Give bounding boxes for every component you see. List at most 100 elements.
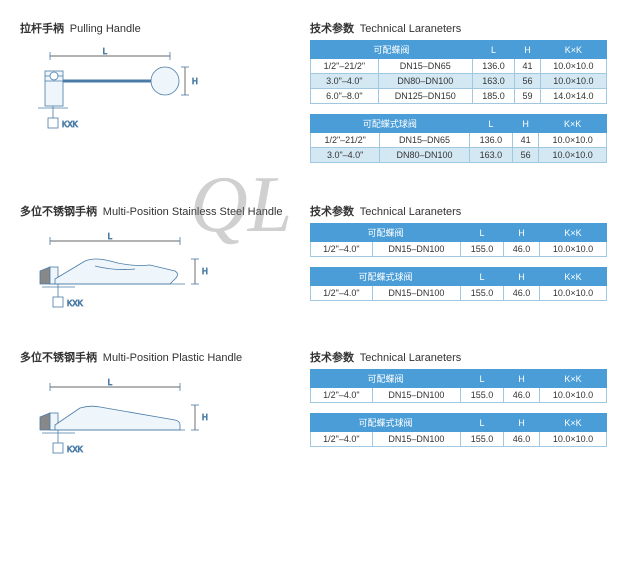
- table-cell: 3.0"–4.0": [311, 74, 379, 89]
- param-title: 技术参数 Technical Laraneters: [310, 203, 607, 219]
- table-cell: 1/2"–4.0": [311, 432, 373, 447]
- table-cell: 46.0: [503, 388, 539, 403]
- spec-table: 可配蝶式球阀LHK×K1/2"–21/2"DN15–DN65136.04110.…: [310, 114, 607, 163]
- param-title-en: Technical Laraneters: [360, 206, 462, 218]
- table-cell: 14.0×14.0: [540, 89, 606, 104]
- table-cell: 163.0: [472, 74, 514, 89]
- table-header: L: [472, 41, 514, 59]
- table-header: H: [503, 414, 539, 432]
- table-header: L: [461, 224, 504, 242]
- table-cell: 1/2"–4.0": [311, 242, 373, 257]
- table-cell: DN80–DN100: [378, 74, 472, 89]
- table-header: 可配蝶式球阀: [311, 414, 461, 432]
- table-row: 3.0"–4.0"DN80–DN100163.05610.0×10.0: [311, 74, 607, 89]
- table-row: 1/2"–21/2"DN15–DN65136.04110.0×10.0: [311, 59, 607, 74]
- title-en: Pulling Handle: [70, 23, 141, 35]
- title-cn: 多位不锈钢手柄: [20, 352, 97, 364]
- section-0: 拉杆手柄 Pulling Handle L H KXK: [20, 20, 607, 173]
- table-cell: 1/2"–4.0": [311, 388, 373, 403]
- table-cell: 1/2"–21/2": [311, 133, 380, 148]
- table-header: H: [503, 268, 539, 286]
- spec-table: 可配蝶阀LHK×K1/2"–4.0"DN15–DN100155.046.010.…: [310, 223, 607, 257]
- spec-table: 可配蝶式球阀LHK×K1/2"–4.0"DN15–DN100155.046.01…: [310, 413, 607, 447]
- table-cell: 10.0×10.0: [539, 432, 606, 447]
- spec-table: 可配蝶式球阀LHK×K1/2"–4.0"DN15–DN100155.046.01…: [310, 267, 607, 301]
- table-cell: 10.0×10.0: [540, 59, 606, 74]
- table-cell: 46.0: [503, 242, 539, 257]
- table-row: 1/2"–4.0"DN15–DN100155.046.010.0×10.0: [311, 242, 607, 257]
- param-title-cn: 技术参数: [310, 206, 354, 218]
- table-cell: 10.0×10.0: [539, 388, 606, 403]
- table-header: K×K: [539, 224, 606, 242]
- table-cell: 56: [515, 74, 541, 89]
- spec-table: 可配蝶阀LHK×K1/2"–21/2"DN15–DN65136.04110.0×…: [310, 40, 607, 104]
- svg-text:H: H: [202, 267, 208, 276]
- section-title: 拉杆手柄 Pulling Handle: [20, 20, 310, 36]
- table-cell: 10.0×10.0: [540, 74, 606, 89]
- table-header: K×K: [539, 115, 607, 133]
- title-cn: 拉杆手柄: [20, 23, 64, 35]
- multi-handle-drawing: L H KXK: [20, 229, 210, 319]
- plastic-handle-drawing: L H KXK: [20, 375, 210, 465]
- table-header: 可配蝶阀: [311, 41, 473, 59]
- table-cell: 1/2"–21/2": [311, 59, 379, 74]
- svg-text:KXK: KXK: [62, 120, 79, 129]
- table-row: 6.0"–8.0"DN125–DN150185.05914.0×14.0: [311, 89, 607, 104]
- table-header: L: [461, 268, 504, 286]
- table-cell: DN80–DN100: [380, 148, 469, 163]
- table-cell: DN15–DN100: [372, 242, 460, 257]
- table-header: 可配蝶阀: [311, 224, 461, 242]
- table-row: 1/2"–21/2"DN15–DN65136.04110.0×10.0: [311, 133, 607, 148]
- table-cell: DN15–DN65: [380, 133, 469, 148]
- table-cell: 10.0×10.0: [539, 148, 607, 163]
- table-cell: 46.0: [503, 432, 539, 447]
- table-header: K×K: [539, 268, 606, 286]
- table-cell: 155.0: [461, 432, 504, 447]
- table-cell: 1/2"–4.0": [311, 286, 373, 301]
- table-cell: 155.0: [461, 286, 504, 301]
- table-header: 可配蝶式球阀: [311, 115, 470, 133]
- section-1: 多位不锈钢手柄 Multi-Position Stainless Steel H…: [20, 203, 607, 319]
- param-title: 技术参数 Technical Laraneters: [310, 349, 607, 365]
- table-cell: 10.0×10.0: [539, 133, 607, 148]
- table-cell: DN15–DN100: [372, 432, 460, 447]
- title-en: Multi-Position Plastic Handle: [103, 352, 242, 364]
- table-cell: 155.0: [461, 242, 504, 257]
- table-header: 可配蝶式球阀: [311, 268, 461, 286]
- table-header: 可配蝶阀: [311, 370, 461, 388]
- table-cell: 163.0: [469, 148, 512, 163]
- table-cell: 10.0×10.0: [539, 242, 606, 257]
- drawing-container: L H KXK: [20, 229, 200, 319]
- svg-text:L: L: [108, 232, 113, 241]
- svg-text:H: H: [192, 77, 198, 86]
- svg-text:KXK: KXK: [67, 299, 84, 308]
- table-cell: 155.0: [461, 388, 504, 403]
- table-cell: 136.0: [472, 59, 514, 74]
- table-cell: 3.0"–4.0": [311, 148, 380, 163]
- table-cell: 56: [513, 148, 539, 163]
- table-cell: DN15–DN100: [372, 388, 460, 403]
- pulling-handle-drawing: L H KXK: [20, 46, 200, 146]
- drawing-container: L H KXK: [20, 46, 200, 136]
- table-cell: DN15–DN100: [372, 286, 460, 301]
- table-row: 1/2"–4.0"DN15–DN100155.046.010.0×10.0: [311, 432, 607, 447]
- table-header: L: [469, 115, 512, 133]
- table-cell: 46.0: [503, 286, 539, 301]
- section-title: 多位不锈钢手柄 Multi-Position Stainless Steel H…: [20, 203, 310, 219]
- section-title: 多位不锈钢手柄 Multi-Position Plastic Handle: [20, 349, 310, 365]
- table-header: K×K: [539, 414, 606, 432]
- title-en: Multi-Position Stainless Steel Handle: [103, 206, 283, 218]
- table-row: 1/2"–4.0"DN15–DN100155.046.010.0×10.0: [311, 388, 607, 403]
- spec-table: 可配蝶阀LHK×K1/2"–4.0"DN15–DN100155.046.010.…: [310, 369, 607, 403]
- table-cell: 136.0: [469, 133, 512, 148]
- param-title-cn: 技术参数: [310, 23, 354, 35]
- table-cell: 10.0×10.0: [539, 286, 606, 301]
- table-cell: 41: [513, 133, 539, 148]
- svg-text:KXK: KXK: [67, 445, 84, 454]
- table-row: 1/2"–4.0"DN15–DN100155.046.010.0×10.0: [311, 286, 607, 301]
- svg-text:L: L: [103, 47, 108, 56]
- param-title: 技术参数 Technical Laraneters: [310, 20, 607, 36]
- table-header: H: [515, 41, 541, 59]
- param-title-cn: 技术参数: [310, 352, 354, 364]
- table-header: L: [461, 414, 504, 432]
